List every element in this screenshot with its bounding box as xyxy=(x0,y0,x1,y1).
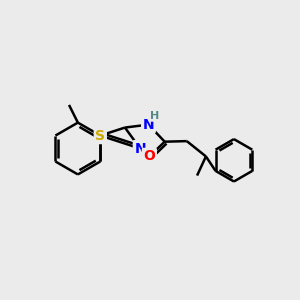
Text: H: H xyxy=(150,111,159,121)
Text: S: S xyxy=(95,129,105,142)
Text: N: N xyxy=(143,118,154,132)
Text: N: N xyxy=(134,142,146,155)
Text: O: O xyxy=(143,149,155,164)
